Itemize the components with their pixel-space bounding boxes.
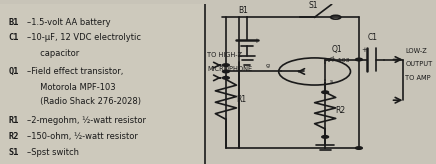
- Text: d: d: [329, 56, 334, 61]
- Circle shape: [355, 147, 362, 149]
- Text: g: g: [266, 63, 270, 68]
- Text: B1: B1: [8, 18, 19, 27]
- Text: –Field effect transistor,: –Field effect transistor,: [27, 67, 124, 76]
- Text: OUTPUT: OUTPUT: [405, 61, 433, 67]
- Text: MICROPHONE: MICROPHONE: [207, 66, 252, 72]
- Text: Q1: Q1: [331, 45, 342, 54]
- Text: TO HIGH-Z: TO HIGH-Z: [207, 52, 242, 58]
- Circle shape: [222, 64, 229, 66]
- Text: capacitor: capacitor: [27, 49, 80, 58]
- Circle shape: [322, 136, 328, 138]
- Text: TO AMP: TO AMP: [405, 75, 431, 81]
- Text: C1: C1: [368, 33, 378, 42]
- Text: –150-ohm, ½-watt resistor: –150-ohm, ½-watt resistor: [27, 132, 138, 141]
- Text: C1: C1: [8, 33, 19, 42]
- Text: R1: R1: [236, 95, 247, 104]
- Text: –1.5-volt AA battery: –1.5-volt AA battery: [27, 18, 111, 27]
- Circle shape: [355, 58, 362, 61]
- Text: S1: S1: [308, 1, 318, 10]
- Text: Motorola MPF-103: Motorola MPF-103: [27, 83, 116, 92]
- Text: B1: B1: [238, 6, 249, 15]
- Text: +: +: [361, 47, 367, 52]
- Circle shape: [222, 77, 229, 79]
- Text: MPF-103: MPF-103: [323, 58, 350, 63]
- Text: R1: R1: [8, 116, 19, 125]
- Text: LOW-Z: LOW-Z: [405, 48, 427, 54]
- Text: –10-µF, 12 VDC electrolytic: –10-µF, 12 VDC electrolytic: [27, 33, 141, 42]
- Text: +: +: [253, 38, 259, 44]
- Text: (Radio Shack 276-2028): (Radio Shack 276-2028): [27, 97, 141, 106]
- Circle shape: [222, 70, 229, 73]
- Text: R2: R2: [336, 106, 346, 115]
- Text: R2: R2: [8, 132, 19, 141]
- Text: s: s: [329, 79, 333, 84]
- Text: –Spst switch: –Spst switch: [27, 148, 79, 157]
- Text: S1: S1: [8, 148, 19, 157]
- Circle shape: [322, 91, 328, 93]
- Text: Q1: Q1: [8, 67, 19, 76]
- Text: –2-megohm, ½-watt resistor: –2-megohm, ½-watt resistor: [27, 116, 146, 125]
- Bar: [0, 4, 205, 164]
